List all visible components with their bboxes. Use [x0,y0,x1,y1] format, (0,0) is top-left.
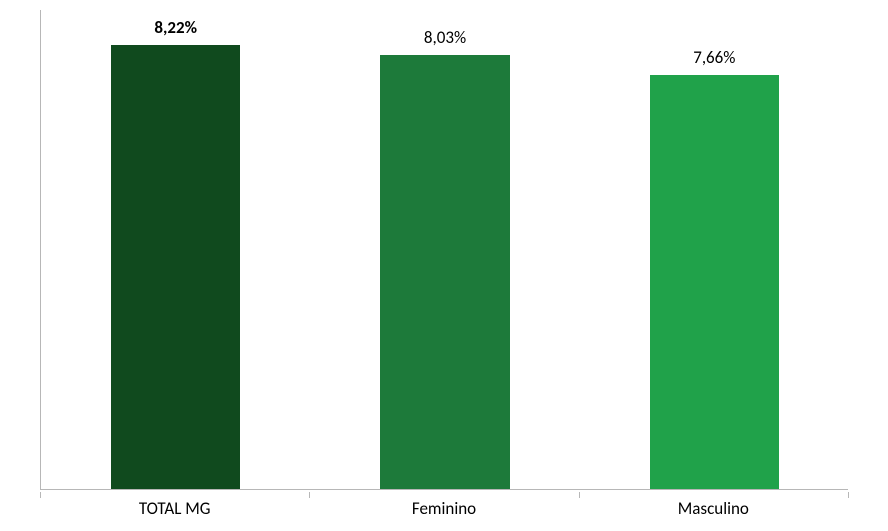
bar [380,55,509,489]
bar-value-label: 7,66% [693,47,735,68]
x-axis-labels: TOTAL MG Feminino Masculino [40,492,848,522]
bar-value-label: 8,03% [424,27,466,48]
x-axis-label: Feminino [412,498,476,519]
bar [650,75,779,489]
x-tick [848,492,849,498]
x-axis-label: Masculino [678,498,749,519]
chart-container: 8,22% 8,03% 7,66% TOTAL MG Feminino Masculin… [0,0,888,531]
x-tick [309,492,310,498]
x-tick [579,492,580,498]
plot-area: 8,22% 8,03% 7,66% [40,10,848,490]
bar [111,45,240,489]
x-axis-label: TOTAL MG [139,498,211,519]
x-tick [40,492,41,498]
bar-value-label: 8,22% [154,17,197,38]
